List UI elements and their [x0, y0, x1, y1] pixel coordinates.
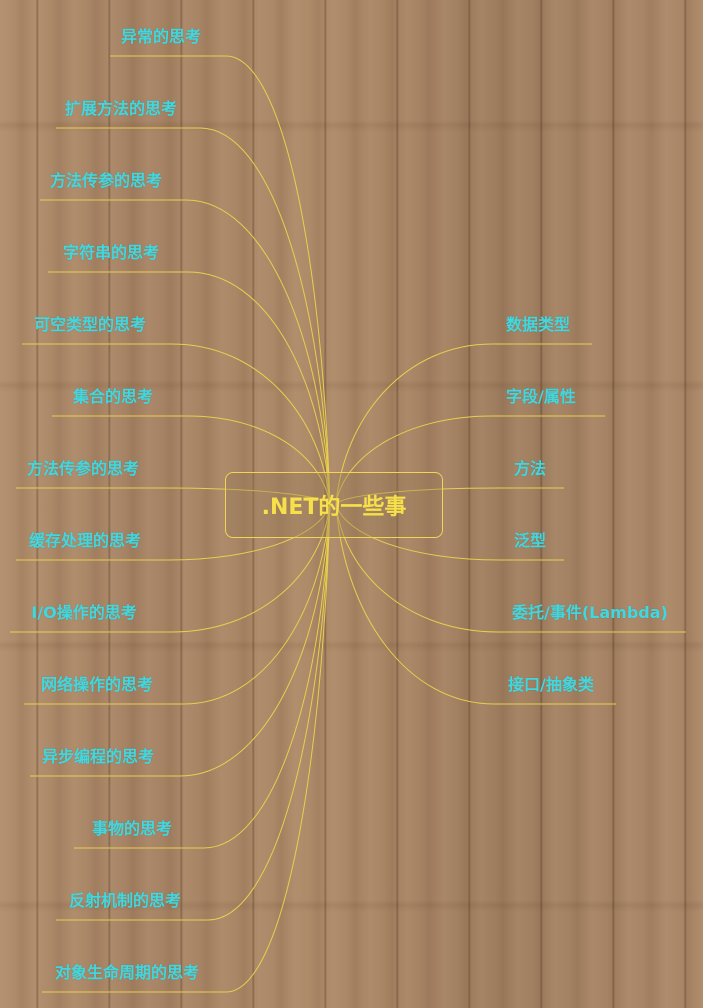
branch-connector-right: [335, 415, 493, 505]
branch-connector-left: [179, 503, 331, 777]
branch-topic-left[interactable]: 事物的思考: [91, 819, 172, 838]
branch-topic-left[interactable]: 网络操作的思考: [40, 675, 153, 694]
branch-topic-right[interactable]: 数据类型: [506, 315, 571, 334]
branch-connector-left: [203, 503, 331, 849]
central-topic-label: .NET的一些事: [261, 495, 407, 520]
branch-topic-right[interactable]: 方法: [514, 459, 547, 478]
branch-topic-left[interactable]: 方法传参的思考: [26, 459, 139, 478]
branch-connector-left: [187, 415, 331, 505]
branch-connector-right: [335, 487, 501, 505]
branch-topic-left[interactable]: 异步编程的思考: [41, 747, 154, 766]
central-topic[interactable]: .NET的一些事: [225, 472, 443, 538]
branch-connector-left: [171, 503, 331, 633]
branch-topic-left[interactable]: 扩展方法的思考: [64, 99, 177, 118]
branch-connector-left: [163, 487, 331, 505]
branch-connector-left: [183, 503, 331, 705]
branch-connector-left: [171, 343, 331, 505]
branch-connector-left: [207, 503, 331, 921]
branch-topic-right[interactable]: 接口/抽象类: [508, 675, 594, 694]
branch-connector-right: [335, 503, 495, 705]
branch-topic-left[interactable]: 缓存处理的思考: [28, 531, 141, 550]
branch-connector-left: [185, 199, 331, 505]
branch-topic-left[interactable]: 方法传参的思考: [49, 171, 162, 190]
branch-connector-right: [335, 503, 501, 561]
branch-connector-left: [167, 503, 331, 561]
branch-connector-left: [225, 503, 331, 993]
branch-connector-right: [335, 503, 499, 633]
branch-topic-right[interactable]: 委托/事件(Lambda): [512, 603, 668, 622]
branch-topic-left[interactable]: 异常的思考: [120, 27, 201, 46]
branch-connector-left: [187, 271, 331, 505]
branch-topic-right[interactable]: 字段/属性: [506, 387, 576, 406]
branch-topic-right[interactable]: 泛型: [514, 531, 547, 550]
branch-topic-left[interactable]: I/O操作的思考: [31, 603, 137, 622]
branch-topic-left[interactable]: 集合的思考: [72, 387, 153, 406]
branch-topic-left[interactable]: 对象生命周期的思考: [54, 963, 199, 982]
branch-connector-left: [199, 127, 331, 505]
branch-topic-left[interactable]: 可空类型的思考: [33, 315, 146, 334]
branch-topic-left[interactable]: 字符串的思考: [62, 243, 159, 262]
branch-connector-left: [225, 55, 331, 505]
branch-topic-left[interactable]: 反射机制的思考: [68, 891, 181, 910]
branch-connector-right: [335, 343, 493, 505]
